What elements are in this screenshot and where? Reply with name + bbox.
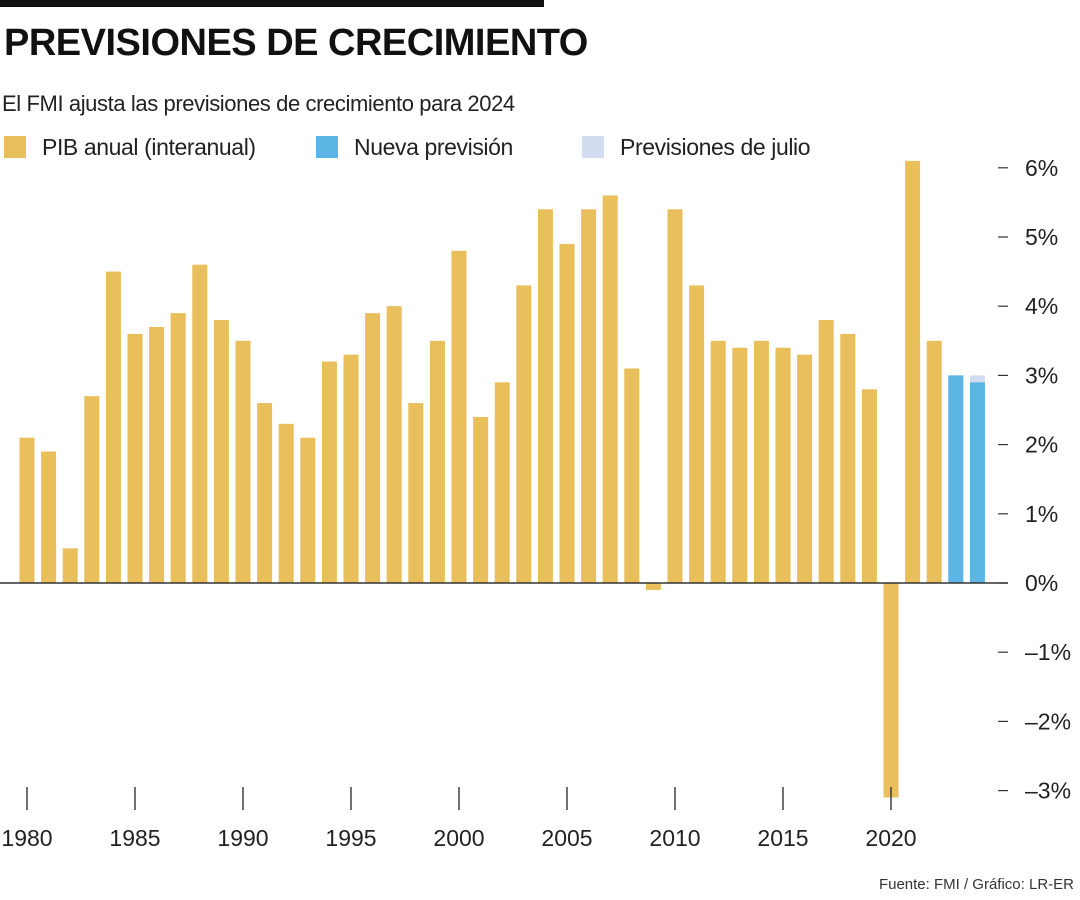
y-tick-label: 6% <box>1025 155 1058 181</box>
bar-pib-anual-2018 <box>840 333 856 583</box>
y-tick-label: 0% <box>1025 570 1058 596</box>
bar-pib-anual-2020 <box>883 583 899 798</box>
chart-subtitle: El FMI ajusta las previsiones de crecimi… <box>2 91 515 116</box>
bar-pib-anual-1981 <box>41 451 57 583</box>
y-tick-label: 3% <box>1025 362 1058 388</box>
bar-pib-anual-2001 <box>473 416 489 583</box>
y-tick-label: 5% <box>1025 224 1058 250</box>
x-tick-label: 2015 <box>757 825 808 851</box>
bar-pib-anual-1982 <box>62 548 78 583</box>
x-tick-label: 1990 <box>217 825 268 851</box>
legend-swatch-previsiones-julio <box>582 136 604 158</box>
bar-pib-anual-1999 <box>429 340 445 583</box>
legend-item-pib-anual: PIB anual (interanual) <box>4 133 256 161</box>
bar-pib-anual-2007 <box>602 195 618 584</box>
bar-pib-anual-2021 <box>905 160 921 583</box>
legend-item-nueva-prevision: Nueva previsión <box>316 133 513 161</box>
bar-nueva-prevision-2024 <box>969 382 985 583</box>
bar-pib-anual-1994 <box>321 361 337 583</box>
source-credit: Fuente: FMI / Gráfico: LR-ER <box>878 876 1074 893</box>
x-tick-label: 2020 <box>865 825 916 851</box>
bar-pib-anual-2005 <box>559 243 575 584</box>
y-tick-label: –1% <box>1025 639 1071 665</box>
bar-pib-anual-1980 <box>19 437 35 583</box>
bar-pib-anual-1993 <box>300 437 316 583</box>
bar-pib-anual-2009 <box>645 583 661 590</box>
y-tick-label: 2% <box>1025 432 1058 458</box>
bar-pib-anual-1998 <box>408 403 424 583</box>
bar-pib-anual-1995 <box>343 354 359 583</box>
legend-label-pib-anual: PIB anual (interanual) <box>42 133 256 160</box>
y-tick-label: –2% <box>1025 708 1071 734</box>
bar-pib-anual-2006 <box>581 209 597 583</box>
bar-pib-anual-2011 <box>689 285 705 583</box>
bar-pib-anual-2002 <box>494 382 510 583</box>
bar-pib-anual-1983 <box>84 396 100 583</box>
x-tick-label: 2005 <box>541 825 592 851</box>
bar-pib-anual-2003 <box>516 285 532 583</box>
bar-pib-anual-1984 <box>105 271 121 583</box>
bar-pib-anual-1986 <box>149 326 165 583</box>
bar-pib-anual-2010 <box>667 209 683 583</box>
x-tick-label: 2010 <box>649 825 700 851</box>
bar-pib-anual-1985 <box>127 333 143 583</box>
bar-pib-anual-1988 <box>192 264 208 583</box>
bar-pib-anual-2016 <box>797 354 813 583</box>
legend-swatch-pib-anual <box>4 136 26 158</box>
bar-pib-anual-1990 <box>235 340 251 583</box>
bar-pib-anual-2000 <box>451 250 467 583</box>
bar-pib-anual-2019 <box>861 389 877 583</box>
chart-title: PREVISIONES DE CRECIMIENTO <box>4 22 588 64</box>
x-tick-label: 2000 <box>433 825 484 851</box>
x-tick-label: 1995 <box>325 825 376 851</box>
bar-pib-anual-1987 <box>170 313 186 583</box>
bar-pib-anual-1989 <box>213 320 229 583</box>
bar-pib-anual-2022 <box>926 340 942 583</box>
bar-pib-anual-2017 <box>818 320 834 583</box>
legend-swatch-nueva-prevision <box>316 136 338 158</box>
legend-item-previsiones-julio: Previsiones de julio <box>582 133 811 161</box>
bar-pib-anual-2008 <box>624 368 640 583</box>
bar-pib-anual-2015 <box>775 347 791 583</box>
bar-pib-anual-1997 <box>386 306 402 583</box>
y-tick-label: 4% <box>1025 293 1058 319</box>
y-tick-label: –3% <box>1025 778 1071 804</box>
x-tick-label: 1980 <box>1 825 52 851</box>
legend-label-nueva-prevision: Nueva previsión <box>354 133 513 160</box>
bar-nueva-prevision-2023 <box>948 375 964 583</box>
bar-pib-anual-2004 <box>537 209 553 583</box>
y-tick-label: 1% <box>1025 501 1058 527</box>
bar-pib-anual-1991 <box>257 403 273 583</box>
legend-label-previsiones-julio: Previsiones de julio <box>620 133 811 160</box>
bar-pib-anual-1992 <box>278 423 294 583</box>
bar-pib-anual-2013 <box>732 347 748 583</box>
x-tick-label: 1985 <box>109 825 160 851</box>
top-rule <box>0 0 544 7</box>
bar-pib-anual-1996 <box>365 313 381 583</box>
bar-pib-anual-2014 <box>753 340 769 583</box>
bar-pib-anual-2012 <box>710 340 726 583</box>
